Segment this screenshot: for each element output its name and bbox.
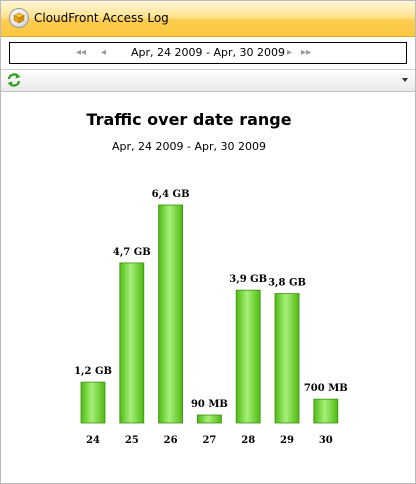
x-tick-label: 30: [319, 435, 333, 446]
bar-30: [313, 398, 339, 424]
date-navigator: ◂◂ ◂ Apr, 24 2009 - Apr, 30 2009 ▸ ▸▸: [9, 42, 407, 64]
bar-28: [235, 289, 261, 424]
toolbar: [1, 69, 415, 92]
bar-value-label: 3,9 GB: [229, 274, 267, 285]
x-tick-label: 29: [280, 435, 294, 446]
bar-value-label: 90 MB: [191, 399, 228, 410]
last-page-button[interactable]: ▸▸: [301, 47, 312, 58]
bar-value-label: 1,2 GB: [74, 366, 112, 377]
title-bar: CloudFront Access Log: [1, 1, 415, 37]
chevron-down-icon[interactable]: [402, 78, 408, 82]
chart-title: Traffic over date range: [86, 110, 292, 129]
previous-page-button[interactable]: ◂: [101, 47, 107, 58]
chart-panel: Traffic over date range Apr, 24 2009 - A…: [1, 92, 415, 483]
first-page-button[interactable]: ◂◂: [76, 47, 87, 58]
date-range-label: Apr, 24 2009 - Apr, 30 2009: [131, 46, 285, 59]
x-tick-label: 28: [241, 435, 255, 446]
chart-subtitle: Apr, 24 2009 - Apr, 30 2009: [112, 140, 266, 153]
bar-value-label: 3,8 GB: [268, 278, 306, 289]
date-navigation: ◂◂ ◂ Apr, 24 2009 - Apr, 30 2009 ▸ ▸▸: [1, 37, 415, 69]
bar-value-label: 4,7 GB: [113, 247, 151, 258]
x-tick-label: 24: [86, 435, 100, 446]
bar-29: [274, 293, 300, 424]
bar-25: [119, 262, 145, 424]
window-title: CloudFront Access Log: [34, 11, 169, 25]
x-tick-label: 27: [202, 435, 216, 446]
bar-24: [80, 381, 106, 424]
bar-27: [196, 414, 222, 424]
traffic-bar-chart: 1,2 GB 24 4,7 GB 25 6,4 GB 26 90 MB 27 3,9 GB 28 3…: [74, 189, 348, 446]
x-tick-label: 26: [164, 435, 178, 446]
box-icon: [9, 8, 29, 28]
x-tick-label: 25: [125, 435, 139, 446]
bar-26: [158, 204, 184, 424]
next-page-button[interactable]: ▸: [287, 47, 293, 58]
bar-value-label: 6,4 GB: [152, 189, 190, 200]
refresh-icon[interactable]: [6, 72, 22, 92]
bar-value-label: 700 MB: [304, 383, 348, 394]
